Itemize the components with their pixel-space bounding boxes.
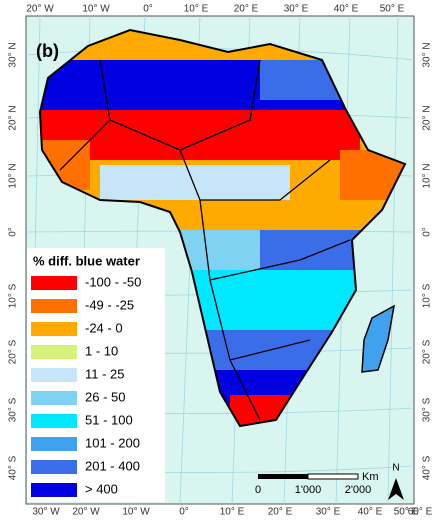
graticule-label: 20° E [234,4,259,15]
graticule-label: 20° E [268,507,293,518]
borders [59,59,351,421]
graticule-label: 40° E [334,4,359,15]
graticule-label: 40° E [358,507,383,518]
legend-swatch [31,345,77,359]
graticule-label: 10° E [220,507,245,518]
graticule-label: 10° S [422,283,433,308]
legend-label: 201 - 400 [85,458,140,473]
graticule-label: 40° S [422,455,433,480]
graticule-label: 60° E [408,507,433,518]
legend-label: 1 - 10 [85,343,118,358]
legend-label: 26 - 50 [85,389,125,404]
legend-swatch [31,276,77,290]
graticule-label: 20° S [422,339,433,364]
graticule-label: 40° S [8,455,19,480]
legend-label: 101 - 200 [85,435,140,450]
legend-title: % diff. blue water [33,253,140,268]
legend-swatch [31,391,77,405]
graticule-label: 20° N [422,105,433,130]
graticule-label: 30° S [422,397,433,422]
panel-label: (b) [36,41,59,61]
legend-label: -49 - -25 [85,297,134,312]
scale-bar [258,473,359,480]
graticule-label: 10° N [8,163,19,188]
graticule-label: 30° S [8,397,19,422]
graticule-label: 10° W [122,507,150,518]
legend-label: 51 - 100 [85,412,133,427]
north-arrow [388,478,404,500]
coastline [38,28,407,428]
graticule-label: 30° E [284,4,309,15]
graticule-label: 30° N [422,42,433,67]
legend-swatch [31,414,77,428]
legend-swatch [31,437,77,451]
legend-label: -24 - 0 [85,320,123,335]
scale-label: 0 [255,484,261,496]
legend-swatch [31,460,77,474]
graticule-label: 20° W [26,4,54,15]
graticule-label: 50° E [394,507,419,518]
north-label: N [392,463,399,474]
graticule-label: 50° E [380,4,405,15]
scale-label: 1'000 [295,484,322,496]
legend-swatch [31,322,77,336]
graticule-label: 20° N [8,105,19,130]
graticule-label: 0° [8,227,19,237]
graticule-label: 30° W [32,507,60,518]
graticule-label: 30° N [8,42,19,67]
graticule-label: 30° E [316,507,341,518]
graticule-label: 0° [422,227,433,237]
scale-unit: Km [362,471,379,483]
graticule-label: 10° E [184,4,209,15]
scale-label: 2'000 [345,484,372,496]
graticule-label: 10° N [422,163,433,188]
legend-swatch [31,368,77,382]
madagascar [361,304,396,373]
legend-swatch [31,483,77,497]
graticule-label: 20° S [8,339,19,364]
legend-swatch [31,299,77,313]
graticule-label: 20° W [72,507,100,518]
graticule-label: 10° W [82,4,110,15]
graticule-label: 0° [179,507,189,518]
graticule-label: 0° [143,4,153,15]
graticule-label: 10° S [8,283,19,308]
legend-label: -100 - -50 [85,274,141,289]
legend-label: 11 - 25 [85,366,125,381]
legend-label: > 400 [85,481,118,496]
